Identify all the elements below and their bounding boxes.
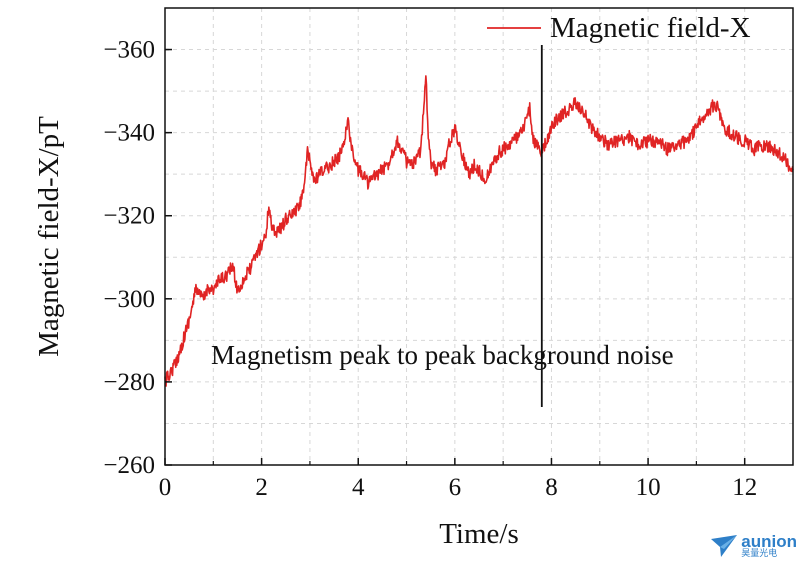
- x-tick-label: 2: [255, 474, 268, 501]
- x-tick-label: 10: [636, 474, 661, 501]
- x-tick-label: 4: [352, 474, 365, 501]
- x-tick-label: 0: [159, 474, 172, 501]
- grid-lines: [165, 8, 793, 465]
- y-tick-label: −360: [103, 37, 155, 64]
- x-tick-label: 12: [732, 474, 757, 501]
- y-tick-label: −280: [103, 369, 155, 396]
- series-line: [164, 75, 794, 387]
- logo-subtext: 昊量光电: [741, 549, 778, 559]
- paper-plane-icon: [711, 535, 738, 557]
- x-tick-label: 6: [449, 474, 462, 501]
- logo-text: aunion: [741, 532, 797, 551]
- x-tick-label: 8: [545, 474, 558, 501]
- brand-logo: aunion 昊量光电: [711, 533, 797, 559]
- legend-label: Magnetic field-X: [550, 12, 751, 44]
- y-tick-label: −260: [103, 452, 155, 479]
- y-tick-label: −300: [103, 286, 155, 313]
- x-axis-title: Time/s: [439, 518, 519, 550]
- y-tick-label: −340: [103, 120, 155, 147]
- annotation-text: Magnetism peak to peak background noise: [211, 340, 674, 370]
- annotation-layer: Magnetism peak to peak background noise: [211, 45, 674, 407]
- plot-frame: [164, 7, 794, 466]
- legend: Magnetic field-X: [487, 12, 751, 44]
- y-axis-title: Magnetic field-X/pT: [33, 116, 65, 357]
- axes: 0 2 4 6 8 10 12 −360 −340 −320 −300 −280 −260 Time/s M…: [33, 7, 794, 550]
- data-layer: [164, 75, 794, 387]
- y-tick-label: −320: [103, 203, 155, 230]
